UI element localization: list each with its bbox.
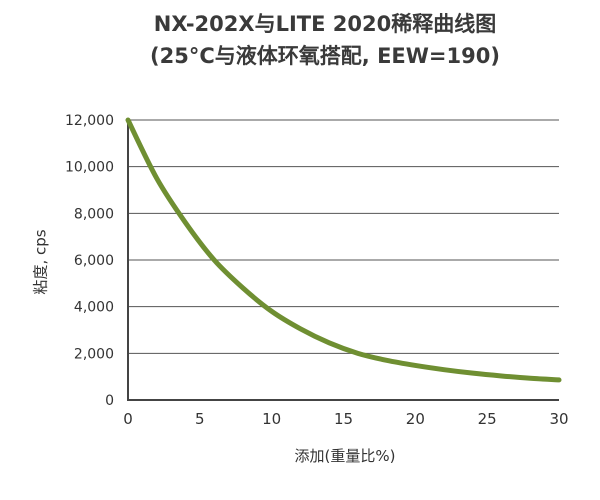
x-tick-label: 25	[478, 410, 497, 428]
viscosity-curve	[125, 117, 562, 383]
y-tick-label: 0	[105, 393, 114, 409]
x-axis-label: 添加(重量比%)	[294, 447, 396, 465]
y-tick-label: 4,000	[74, 300, 114, 316]
x-tick-label: 0	[123, 410, 133, 428]
chart-subtitle: (25°C与液体环氧搭配, EEW=190)	[150, 44, 500, 68]
x-tick-label: 5	[195, 410, 205, 428]
x-tick-label: 30	[549, 410, 568, 428]
y-tick-label: 12,000	[65, 113, 114, 129]
y-tick-label: 10,000	[65, 160, 114, 176]
y-tick-label: 2,000	[74, 346, 114, 362]
x-tick-label: 15	[334, 410, 353, 428]
y-tick-label: 6,000	[74, 253, 114, 269]
x-tick-label: 20	[406, 410, 425, 428]
chart-title: NX-202X与LITE 2020稀释曲线图	[153, 12, 497, 36]
y-tick-label: 8,000	[74, 206, 114, 222]
x-tick-label: 10	[262, 410, 281, 428]
y-axis-label: 粘度, cps	[31, 229, 50, 295]
